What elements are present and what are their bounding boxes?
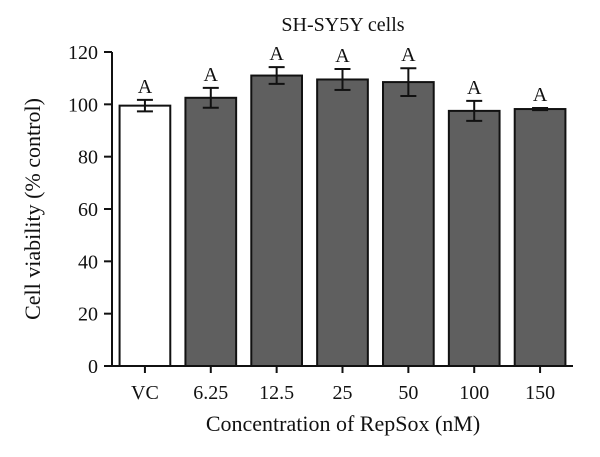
significance-label: A	[138, 76, 153, 98]
x-tick-label: 150	[525, 382, 555, 404]
x-axis-label: Concentration of RepSox (nM)	[206, 411, 480, 436]
y-tick-label: 100	[68, 94, 98, 116]
x-tick-label: 6.25	[193, 382, 228, 404]
significance-label: A	[467, 77, 482, 99]
significance-label: A	[533, 84, 548, 106]
x-tick-label: VC	[131, 382, 159, 404]
bar-6-25	[184, 96, 238, 368]
y-tick-label: 20	[78, 304, 98, 326]
bar-150	[513, 108, 567, 367]
bar-50	[382, 81, 435, 367]
plot-area: 0 20 40 60 80 100 120 A VC A 6.25 A 12.5 A 25 A 50 A 100 A 1…	[68, 42, 567, 404]
y-tick-label: 40	[78, 251, 98, 273]
chart-title: SH-SY5Y cells	[281, 14, 404, 36]
bar-12-5	[250, 74, 303, 368]
significance-label: A	[204, 64, 219, 86]
bar-100	[447, 109, 501, 367]
y-tick-label: 0	[88, 356, 98, 378]
x-tick-label: 100	[459, 382, 489, 404]
significance-label: A	[401, 44, 416, 66]
y-tick-label: 120	[68, 42, 98, 64]
significance-label: A	[335, 45, 350, 67]
x-tick-label: 50	[398, 382, 418, 404]
y-tick-label: 80	[78, 147, 98, 169]
y-tick-label: 60	[78, 199, 98, 221]
bar-25	[316, 78, 369, 367]
x-tick-label: 25	[333, 382, 353, 404]
significance-label: A	[269, 43, 284, 65]
bar-vc	[118, 104, 172, 368]
y-axis-label: Cell viability (% control)	[20, 98, 45, 320]
x-tick-label: 12.5	[259, 382, 294, 404]
